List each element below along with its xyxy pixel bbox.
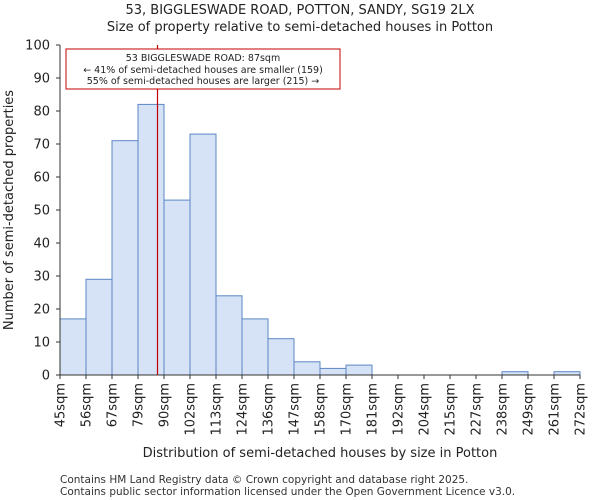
- x-tick-label: 249sqm: [522, 383, 537, 436]
- x-tick-label: 272sqm: [574, 383, 589, 436]
- x-axis-label: Distribution of semi-detached houses by …: [143, 446, 498, 461]
- bar-147sqm: [293, 361, 321, 376]
- x-tick-label: 261sqm: [548, 383, 563, 436]
- bar-124sqm: [241, 318, 269, 376]
- y-tick-label: 50: [33, 204, 50, 219]
- y-tick-label: 90: [33, 72, 50, 87]
- y-tick-label: 10: [33, 336, 50, 351]
- bar-45sqm: [59, 318, 87, 376]
- x-tick-label: 90sqm: [158, 383, 173, 427]
- x-tick-label: 147sqm: [288, 383, 303, 436]
- bar-67sqm: [111, 140, 139, 376]
- x-tick-label: 192sqm: [392, 383, 407, 436]
- x-tick-label: 170sqm: [340, 383, 355, 436]
- x-tick-label: 124sqm: [236, 383, 251, 436]
- footer-line-2: Contains public sector information licen…: [60, 486, 516, 498]
- chart-title: 53, BIGGLESWADE ROAD, POTTON, SANDY, SG1…: [125, 3, 475, 18]
- x-tick-label: 181sqm: [366, 383, 381, 436]
- y-tick-label: 80: [33, 105, 50, 120]
- bar-158sqm: [319, 367, 347, 376]
- y-tick-label: 100: [25, 39, 50, 54]
- x-tick-label: 227sqm: [470, 383, 485, 436]
- annotation-line-3: 55% of semi-detached houses are larger (…: [87, 76, 320, 87]
- y-tick-label: 40: [33, 237, 50, 252]
- bar-79sqm: [137, 103, 165, 376]
- x-tick-label: 67sqm: [106, 383, 121, 427]
- x-tick-label: 215sqm: [444, 383, 459, 436]
- chart-subtitle: Size of property relative to semi-detach…: [106, 20, 494, 35]
- y-tick-label: 0: [42, 369, 50, 384]
- footer-line-1: Contains HM Land Registry data © Crown c…: [60, 474, 469, 486]
- x-tick-label: 113sqm: [210, 383, 225, 436]
- x-tick-label: 45sqm: [54, 383, 69, 427]
- x-tick-label: 136sqm: [262, 383, 277, 436]
- annotation-box: [65, 48, 341, 90]
- x-tick-label: 56sqm: [80, 383, 95, 427]
- x-tick-label: 204sqm: [418, 383, 433, 436]
- bar-90sqm: [163, 199, 191, 376]
- annotation-line-2: ← 41% of semi-detached houses are smalle…: [83, 65, 323, 76]
- x-tick-label: 158sqm: [314, 383, 329, 436]
- bar-170sqm: [345, 364, 373, 376]
- y-tick-label: 70: [33, 138, 50, 153]
- y-axis-label: Number of semi-detached properties: [2, 90, 17, 330]
- x-tick-label: 79sqm: [132, 383, 147, 427]
- y-tick-label: 60: [33, 171, 50, 186]
- x-tick-label: 102sqm: [184, 383, 199, 436]
- bar-102sqm: [189, 133, 217, 376]
- y-tick-label: 30: [33, 270, 50, 285]
- annotation-line-1: 53 BIGGLESWADE ROAD: 87sqm: [126, 53, 280, 64]
- bar-136sqm: [267, 338, 295, 376]
- y-tick-label: 20: [33, 303, 50, 318]
- bar-56sqm: [85, 278, 113, 376]
- bar-113sqm: [215, 295, 243, 376]
- x-tick-label: 238sqm: [496, 383, 511, 436]
